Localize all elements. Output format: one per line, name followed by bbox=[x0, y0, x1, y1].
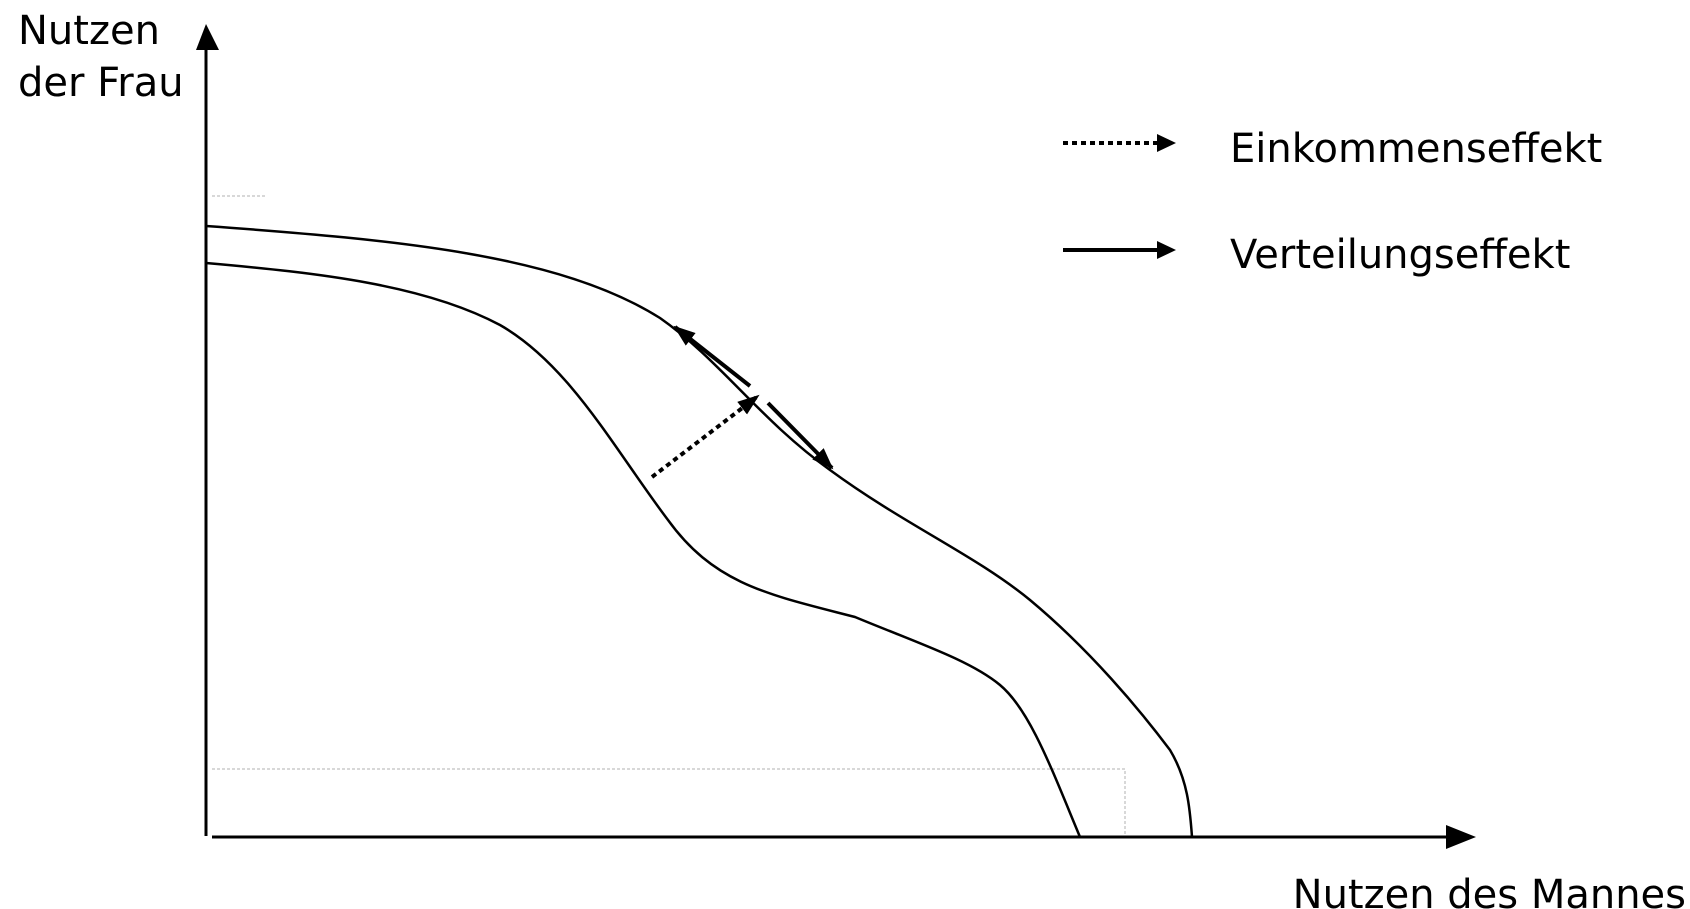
legend-label-distribution-effect: Verteilungseffekt bbox=[1230, 232, 1570, 278]
distribution-effect-arrow-up bbox=[673, 325, 752, 388]
income-effect-arrow bbox=[650, 394, 760, 479]
x-axis-arrowhead bbox=[1446, 825, 1476, 849]
legend-solid-arrowhead bbox=[1157, 241, 1176, 259]
inner-frontier-curve bbox=[205, 261, 1082, 838]
distribution-effect-arrow-down bbox=[766, 401, 834, 470]
legend-label-income-effect: Einkommenseffekt bbox=[1230, 126, 1602, 172]
legend-dotted-arrowhead bbox=[1157, 134, 1176, 152]
y-axis-arrowhead bbox=[196, 24, 219, 50]
y-axis-label-line2: der Frau bbox=[18, 60, 184, 106]
y-axis-label-line1: Nutzen bbox=[18, 8, 160, 54]
legend: Einkommenseffekt Verteilungseffekt bbox=[1063, 126, 1602, 278]
outer-frontier-curve bbox=[205, 224, 1194, 838]
guide-box-bottom bbox=[212, 768, 1126, 838]
x-axis-label: Nutzen des Mannes bbox=[1293, 872, 1686, 909]
